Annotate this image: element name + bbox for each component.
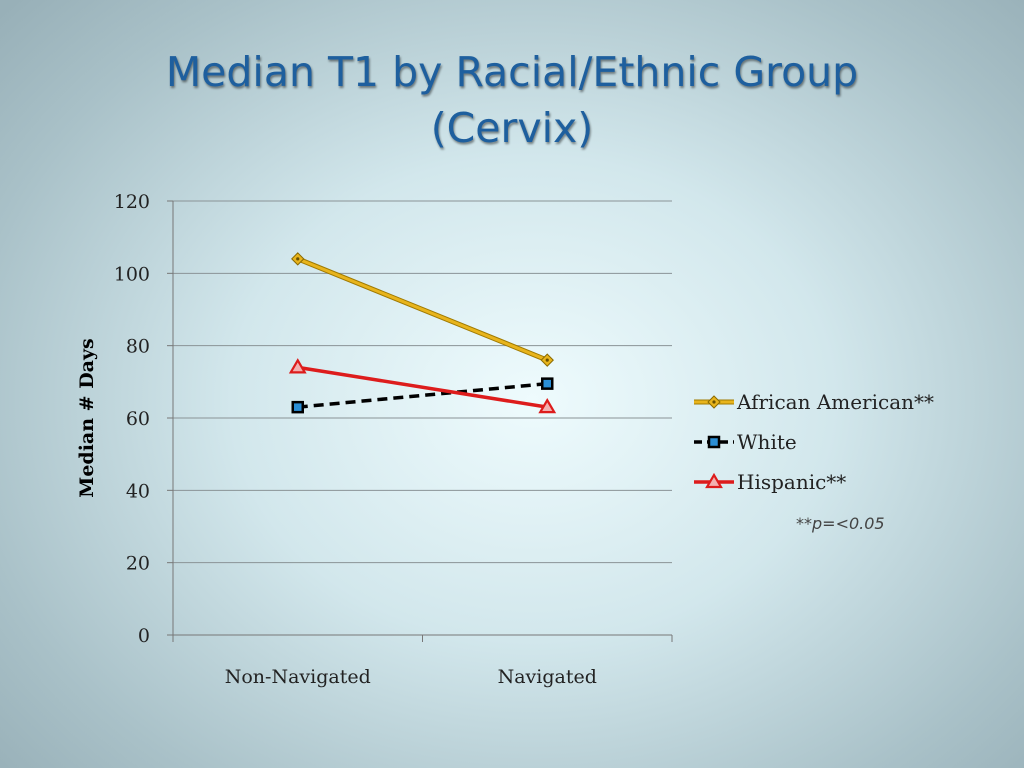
legend-label: White [737, 430, 797, 454]
y-tick-labels: 0 20 40 60 80 100 120 [114, 191, 150, 647]
data-point [288, 358, 307, 374]
y-tick-label: 60 [126, 408, 150, 430]
slide-title-line-1: Median T1 by Racial/Ethnic Group [165, 48, 859, 96]
data-point [291, 400, 304, 414]
series-line [297, 381, 548, 409]
axes [167, 200, 673, 642]
y-tick-label: 80 [126, 336, 150, 358]
legend-item: White [694, 430, 797, 454]
x-tick-labels: Non-Navigated Navigated [225, 666, 597, 688]
y-axis-label: Median # Days [76, 338, 98, 497]
legend-item: Hispanic** [694, 470, 846, 494]
x-tick-label: Non-Navigated [225, 666, 371, 688]
slide-title: Median T1 by Racial/Ethnic Group (Cervix… [60, 44, 964, 156]
y-tick-label: 120 [114, 191, 150, 213]
significance-note: **p=<0.05 [796, 514, 885, 533]
legend-item: African American** [694, 390, 934, 414]
legend-swatch-marker [705, 472, 723, 489]
legend-label: African American** [736, 390, 934, 414]
y-tick-label: 0 [138, 625, 150, 647]
data-point-center [545, 358, 549, 362]
x-tick-label: Navigated [498, 666, 597, 688]
series-white [291, 377, 554, 414]
gridlines [173, 200, 672, 564]
series-line [297, 257, 548, 362]
series-hispanic- [288, 358, 557, 414]
legend-swatch-marker-center [712, 400, 716, 404]
legend-label: Hispanic** [737, 470, 846, 494]
y-tick-label: 40 [126, 480, 150, 502]
series-line [297, 365, 548, 409]
legend: African American** White Hispanic** [694, 390, 934, 494]
series-african-american- [291, 252, 554, 367]
legend-swatch-marker [707, 435, 721, 449]
data-point [538, 397, 557, 414]
y-tick-label: 20 [126, 553, 150, 575]
data-point [541, 377, 554, 390]
slide-title-line-2: (Cervix) [430, 104, 594, 152]
series-group [288, 252, 557, 414]
y-tick-label: 100 [114, 263, 150, 285]
data-point-center [296, 257, 300, 261]
